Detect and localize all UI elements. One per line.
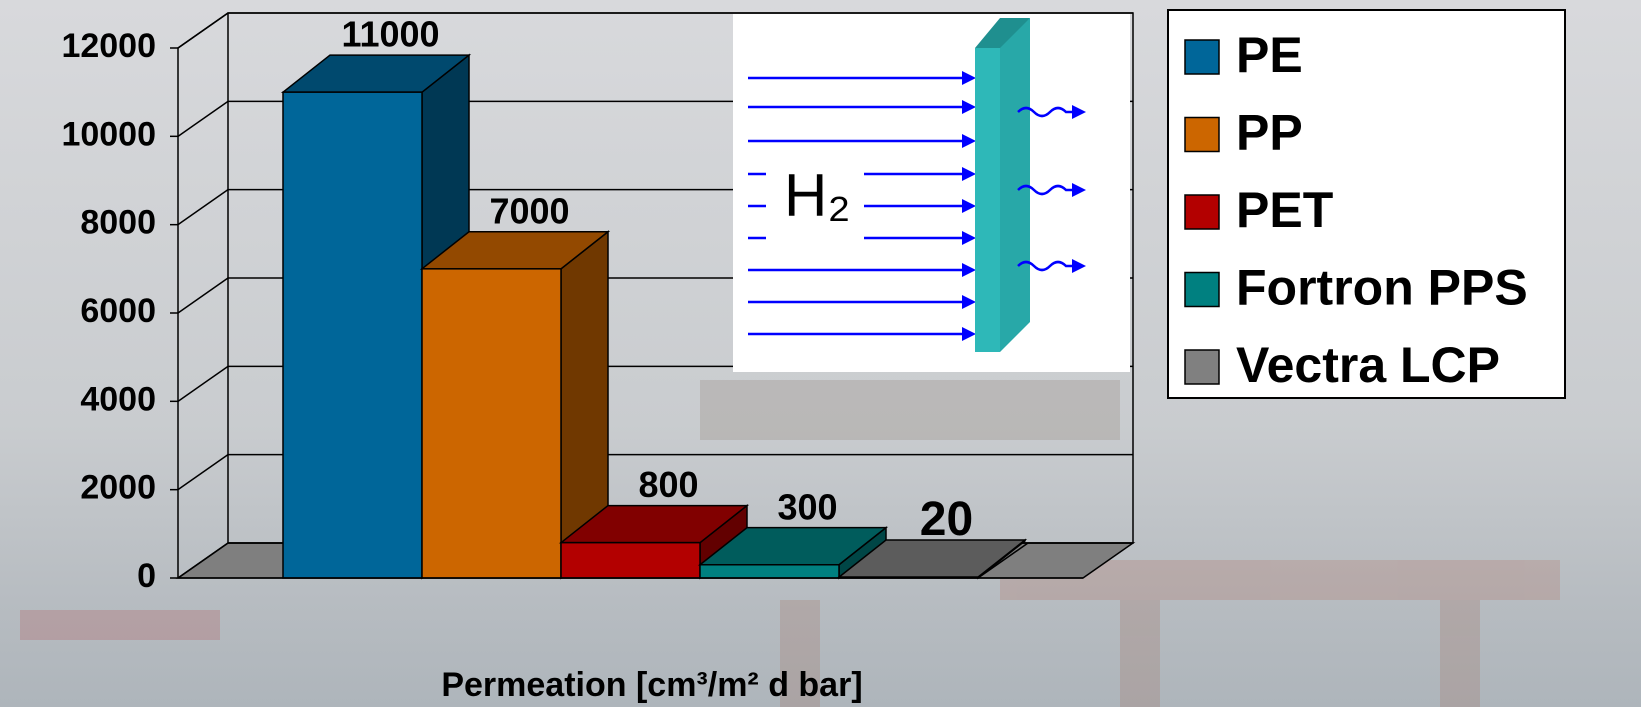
bar <box>560 541 701 579</box>
legend-swatch <box>1184 271 1220 308</box>
y-tick-label: 0 <box>137 557 156 595</box>
bar <box>282 91 423 579</box>
wavy-arrow <box>1017 260 1074 272</box>
arrow-head <box>962 71 976 85</box>
x-axis-label: Permeation [cm³/m² d bar] <box>441 666 862 704</box>
membrane-side <box>1000 18 1030 352</box>
arrow-head <box>1072 183 1086 197</box>
grid-line <box>177 100 229 137</box>
membrane <box>975 48 1000 352</box>
arrow-head <box>962 100 976 114</box>
y-tick-label: 12000 <box>61 27 156 65</box>
y-tick-label: 6000 <box>80 292 156 330</box>
legend-swatch <box>1184 349 1220 385</box>
value-label: 20 <box>920 493 973 546</box>
legend-label: PP <box>1236 105 1303 161</box>
grid-line <box>177 542 229 579</box>
y-tick-label: 4000 <box>80 380 156 418</box>
legend-box <box>1167 9 1566 399</box>
arrow-head <box>962 199 976 213</box>
arrow-head <box>962 327 976 341</box>
wavy-arrow <box>1017 106 1074 118</box>
arrow-head <box>962 134 976 148</box>
arrow-head <box>962 231 976 245</box>
legend-label: PET <box>1236 182 1333 238</box>
bar <box>699 564 840 579</box>
bar <box>421 268 562 579</box>
legend-swatch <box>1184 194 1220 230</box>
inset-diagram: H₂ <box>733 14 1130 372</box>
arrow-head <box>1072 259 1086 273</box>
value-label: 300 <box>777 486 837 527</box>
grid-line <box>177 365 229 402</box>
grid-line <box>177 277 229 314</box>
value-label: 800 <box>638 464 698 505</box>
legend-label: Fortron PPS <box>1236 260 1528 316</box>
legend-swatch <box>1184 116 1220 153</box>
arrow-head <box>962 295 976 309</box>
background-rig <box>20 380 1560 707</box>
arrow-head <box>1072 105 1086 119</box>
inset-label: H₂ <box>784 162 851 229</box>
inset-box <box>733 14 1130 372</box>
arrow-head <box>962 167 976 181</box>
legend-label: PE <box>1236 27 1303 83</box>
value-label: 11000 <box>341 14 439 55</box>
value-label: 7000 <box>489 190 569 231</box>
y-tick-label: 10000 <box>61 115 156 153</box>
wavy-arrow <box>1017 184 1074 196</box>
y-tick-label: 2000 <box>80 469 156 507</box>
membrane-top <box>975 18 1030 48</box>
arrow-head <box>962 263 976 277</box>
grid-line <box>177 454 229 491</box>
legend-label: Vectra LCP <box>1236 337 1500 393</box>
grid-line <box>177 189 229 226</box>
legend-swatch <box>1184 39 1220 75</box>
grid-line <box>177 12 229 49</box>
y-tick-label: 8000 <box>80 204 156 242</box>
